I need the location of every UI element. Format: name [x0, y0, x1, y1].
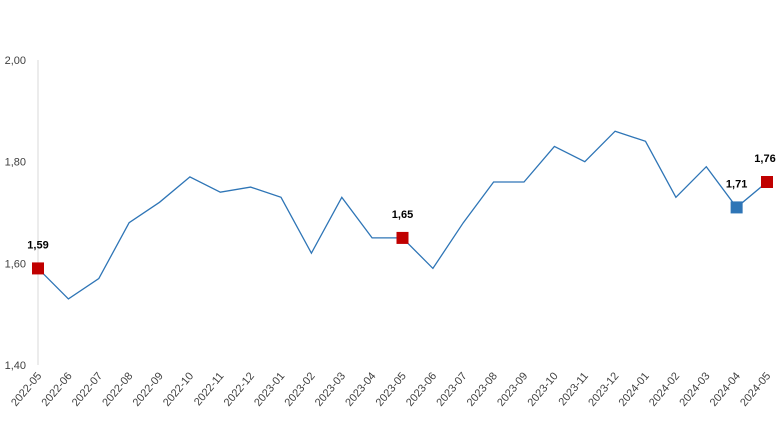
x-tick-label: 2022-10: [161, 370, 196, 409]
x-tick-label: 2024-03: [677, 370, 712, 409]
data-label: 1,76: [754, 153, 775, 165]
x-tick-label: 2022-08: [100, 370, 135, 409]
x-tick-label: 2023-06: [404, 370, 439, 409]
y-tick-label: 2,00: [5, 55, 26, 67]
highlight-marker: [730, 201, 743, 214]
x-tick-label: 2023-11: [556, 370, 591, 408]
x-tick-label: 2024-05: [738, 370, 773, 409]
y-tick-labels: 1,40 1,60 1,80 2,00: [5, 55, 26, 372]
data-label: 1,65: [392, 209, 413, 221]
y-tick-label: 1,40: [5, 360, 26, 372]
x-tick-label: 2024-01: [617, 370, 652, 409]
x-tick-label: 2022-11: [192, 370, 227, 408]
y-tick-label: 1,80: [5, 157, 26, 169]
x-tick-label: 2022-09: [131, 370, 166, 409]
x-tick-label: 2023-09: [495, 370, 530, 409]
data-label: 1,59: [27, 239, 48, 251]
highlight-marker: [396, 231, 409, 244]
x-tick-label: 2023-02: [283, 370, 318, 409]
highlight-marker: [761, 176, 773, 188]
x-tick-labels: 2022-052022-062022-072022-082022-092022-…: [9, 370, 773, 409]
x-tick-label: 2023-03: [313, 370, 348, 409]
x-tick-label: 2023-04: [343, 370, 378, 409]
x-tick-label: 2022-05: [9, 370, 44, 409]
x-tick-label: 2024-02: [647, 370, 682, 409]
x-tick-label: 2023-12: [586, 370, 621, 409]
x-tick-label: 2023-10: [526, 370, 561, 409]
x-tick-label: 2023-05: [374, 370, 409, 409]
x-tick-label: 2022-12: [222, 370, 257, 409]
data-label: 1,71: [726, 178, 747, 190]
y-tick-label: 1,60: [5, 258, 26, 270]
x-tick-label: 2023-07: [434, 370, 469, 409]
highlight-marker: [32, 262, 44, 275]
x-tick-label: 2024-04: [708, 370, 743, 409]
x-tick-label: 2022-07: [70, 370, 105, 409]
x-tick-label: 2023-01: [252, 370, 287, 409]
highlight-markers: 1,59 1,65 1,71 1,76: [27, 153, 776, 275]
x-tick-label: 2022-06: [40, 370, 75, 409]
x-tick-label: 2023-08: [465, 370, 500, 409]
